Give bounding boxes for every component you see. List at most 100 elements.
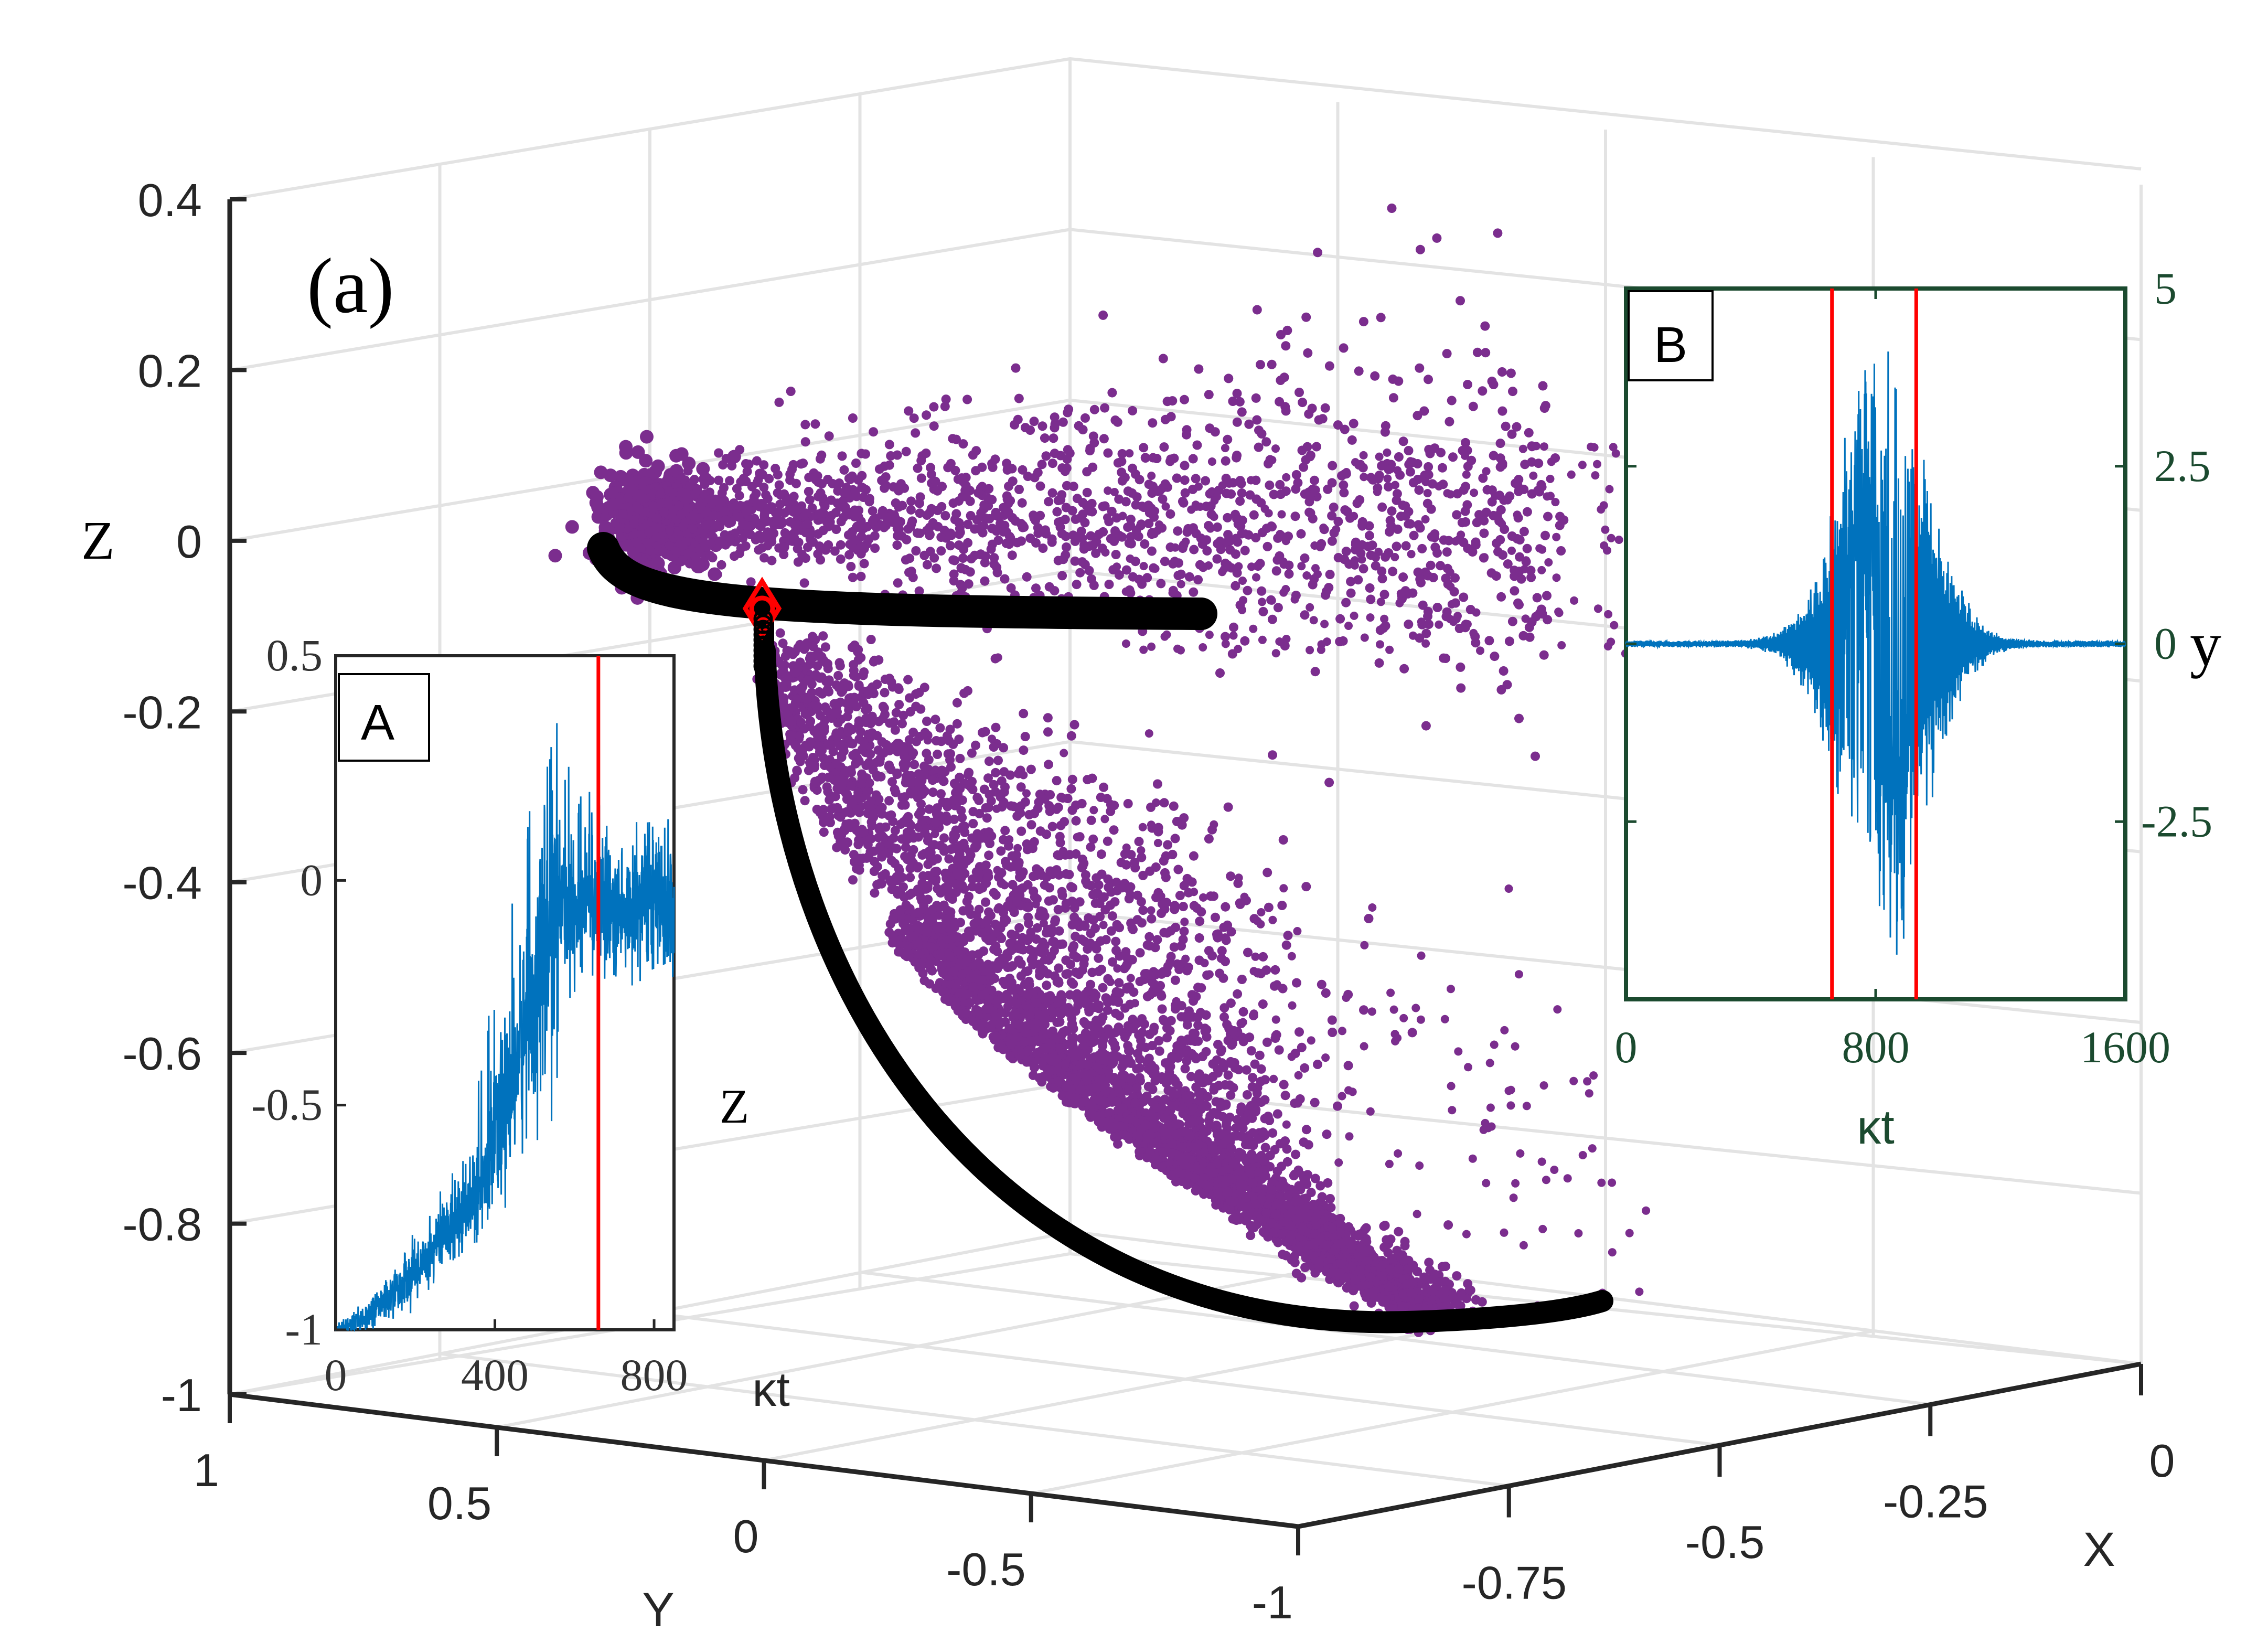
scatter-point — [1414, 520, 1424, 530]
scatter-point — [1300, 1263, 1310, 1273]
scatter-point — [1409, 530, 1419, 540]
scatter-point — [1258, 1127, 1268, 1137]
scatter-point — [683, 548, 693, 558]
scatter-point — [1306, 646, 1314, 655]
scatter-point — [1443, 1220, 1453, 1230]
scatter-point — [1052, 507, 1062, 517]
scatter-point — [1062, 481, 1072, 490]
scatter-point — [618, 509, 628, 519]
scatter-point — [900, 800, 910, 810]
scatter-point — [1191, 1082, 1201, 1092]
scatter-point — [1110, 1040, 1119, 1050]
scatter-point — [1269, 489, 1279, 499]
scatter-point — [1117, 467, 1127, 477]
scatter-point — [1045, 790, 1055, 799]
scatter-point — [1016, 971, 1026, 981]
scatter-point — [1297, 445, 1307, 455]
scatter-point — [1114, 978, 1124, 988]
scatter-point — [1147, 472, 1156, 480]
scatter-point — [802, 695, 812, 705]
scatter-point — [1258, 635, 1267, 644]
scatter-point — [949, 569, 959, 579]
scatter-point — [1604, 610, 1613, 618]
scatter-point — [864, 778, 874, 788]
scatter-point — [1031, 870, 1041, 880]
scatter-point — [1121, 639, 1130, 648]
scatter-point — [897, 719, 907, 729]
scatter-point — [720, 506, 730, 516]
scatter-point — [1293, 478, 1303, 488]
scatter-point — [1327, 536, 1337, 546]
scatter-point — [730, 551, 739, 561]
grid-line — [229, 57, 2142, 201]
scatter-point — [1351, 556, 1359, 565]
scatter-point — [1377, 461, 1387, 471]
scatter-point — [987, 495, 997, 505]
scatter-point — [1226, 871, 1236, 881]
scatter-point — [1276, 490, 1285, 499]
scatter-point — [865, 749, 875, 759]
scatter-point — [1139, 443, 1149, 453]
scatter-point — [1094, 1000, 1104, 1010]
scatter-point — [1392, 489, 1402, 499]
scatter-point — [721, 515, 731, 525]
scatter-point — [1154, 1036, 1164, 1045]
scatter-point — [1376, 640, 1384, 649]
scatter-point — [1194, 364, 1204, 374]
scatter-point — [1265, 481, 1275, 490]
scatter-point — [1066, 977, 1076, 987]
scatter-point — [831, 508, 841, 518]
scatter-point — [776, 517, 786, 527]
scatter-point — [1456, 662, 1465, 672]
scatter-point — [719, 483, 729, 493]
scatter-point — [1310, 485, 1320, 495]
scatter-point — [1385, 645, 1394, 654]
scatter-point — [908, 572, 918, 582]
scatter-point — [1078, 509, 1088, 519]
scatter-point — [1055, 838, 1065, 848]
scatter-point — [1421, 721, 1431, 731]
scatter-point — [651, 459, 665, 473]
scatter-point — [1075, 568, 1085, 578]
scatter-point — [756, 532, 766, 542]
scatter-point — [1340, 505, 1350, 515]
scatter-point — [1444, 536, 1454, 546]
scatter-point — [1044, 582, 1054, 592]
scatter-point — [884, 848, 893, 858]
scatter-point — [1035, 790, 1045, 799]
scatter-point — [1180, 1064, 1190, 1074]
scatter-point — [1005, 496, 1015, 506]
scatter-point — [1385, 516, 1395, 526]
scatter-point — [1417, 543, 1427, 553]
scatter-point — [929, 421, 939, 431]
scatter-point — [1452, 510, 1462, 520]
scatter-point — [744, 460, 754, 470]
scatter-point — [944, 854, 954, 864]
scatter-point — [565, 520, 579, 534]
scatter-point — [1057, 887, 1067, 897]
scatter-point — [1022, 572, 1032, 582]
scatter-point — [1203, 1092, 1213, 1102]
scatter-point — [1159, 1016, 1169, 1026]
scatter-point — [1020, 423, 1030, 433]
scatter-point — [1080, 413, 1090, 423]
scatter-point — [786, 387, 796, 396]
scatter-point — [1506, 368, 1516, 378]
scatter-point — [1192, 440, 1202, 450]
scatter-point — [958, 821, 968, 831]
scatter-point — [1061, 503, 1071, 513]
scatter-point — [1009, 861, 1019, 871]
scatter-point — [1499, 666, 1509, 676]
scatter-point — [1223, 802, 1233, 812]
scatter-point — [1480, 321, 1490, 331]
scatter-point — [1268, 1128, 1278, 1138]
scatter-point — [1305, 452, 1315, 462]
scatter-point — [1452, 1271, 1462, 1281]
scatter-point — [1172, 473, 1182, 483]
scatter-point — [1196, 534, 1206, 543]
scatter-point — [989, 559, 999, 569]
scatter-point — [1078, 991, 1088, 1001]
scatter-point — [752, 456, 762, 466]
scatter-points — [548, 204, 1651, 1337]
scatter-point — [1126, 890, 1136, 900]
